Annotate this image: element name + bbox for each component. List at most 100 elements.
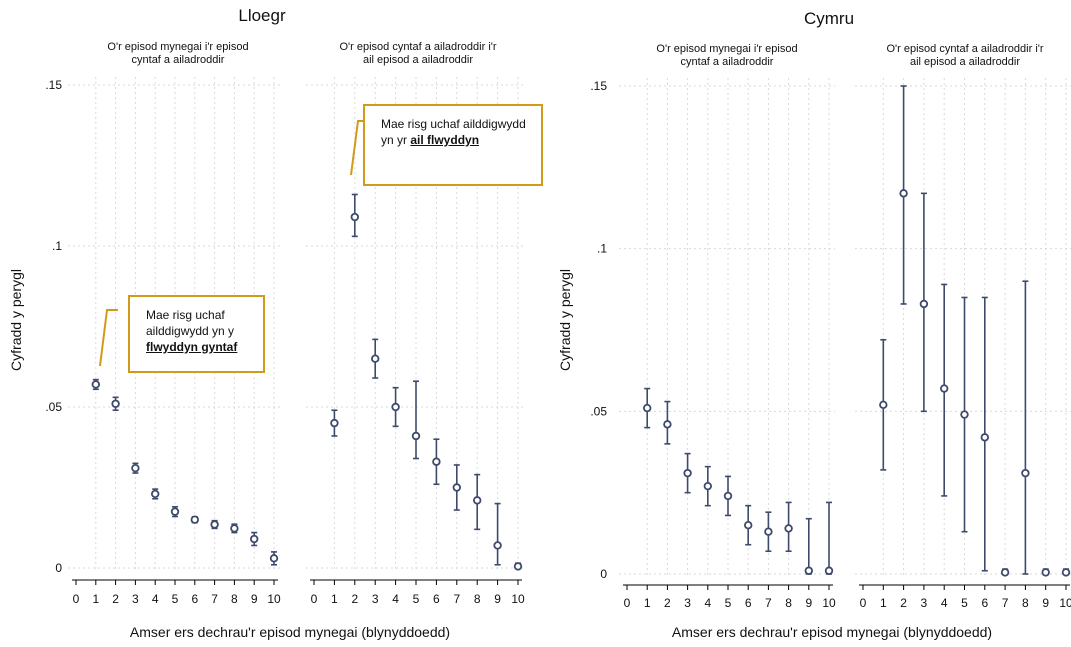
chart-2-y-axis-label: Cyfradd y perygl — [557, 269, 573, 371]
chart-1-panel-2-x-tick-label: 7 — [453, 592, 460, 606]
chart-1-panel-2-data-point — [452, 483, 461, 492]
chart-1-panel-2-x-tick-label: 9 — [494, 592, 501, 606]
chart-2-panel-2-x-tick-label: 9 — [1042, 596, 1049, 610]
chart-2-panel-2-x-tick-label: 6 — [981, 596, 988, 610]
chart-2-panel-2-x-tick-label: 7 — [1002, 596, 1009, 610]
chart-2-panel-2-data-point — [899, 189, 908, 198]
chart-2-panel-2-x-tick-label: 0 — [860, 596, 867, 610]
chart-1-panel-1-subtitle: cyntaf a ailadroddir — [132, 54, 225, 66]
chart-2-panel-1-x-tick-label: 2 — [664, 596, 671, 610]
chart-1-panel-2-x-tick-label: 3 — [372, 592, 379, 606]
chart-2-panel-2-subtitle: O'r episod cyntaf a ailadroddir i'r — [886, 43, 1043, 55]
chart-1-panel-2-x-tick-label: 6 — [433, 592, 440, 606]
chart-1-panel-1-data-point — [150, 489, 160, 499]
chart-1-y-tick-label: 0 — [55, 561, 62, 575]
chart-2-panel-1-data-point — [703, 481, 712, 491]
chart-2-title: Cymru — [804, 9, 854, 28]
chart-1-panel-1-x-tick-label: 9 — [251, 592, 258, 606]
chart-2-panel-2-data-point — [879, 400, 888, 410]
chart-1-panel-2-data-point — [513, 562, 523, 571]
chart-1-panel-1-x-tick-label: 3 — [132, 592, 139, 606]
annotation-lloegr-panel-2: Mae risg uchaf ailddigwydd yn yr ail flw… — [363, 104, 543, 186]
chart-2-panel-2-data-point — [960, 410, 969, 419]
chart-1-panel-1-x-tick-label: 4 — [152, 592, 159, 606]
chart-1-panel-2-subtitle: O'r episod cyntaf a ailadroddir i'r — [339, 41, 496, 53]
chart-2-panel-2-data-point — [940, 384, 949, 393]
chart-2-panel-1-x-tick-label: 8 — [785, 596, 792, 610]
chart-1-y-axis-label: Cyfradd y perygl — [8, 269, 24, 371]
chart-2-panel-2-x-tick-label: 2 — [900, 596, 907, 610]
chart-2-panel-1-x-tick-label: 1 — [644, 596, 651, 610]
chart-2-panel-1-data-point — [643, 403, 652, 413]
chart-2-panel-2-x-tick-label: 10 — [1059, 596, 1071, 610]
chart-1-panel-2-data-point — [330, 418, 339, 428]
chart-1-panel-2-data-point — [350, 212, 359, 222]
chart-1-panel-1-x-tick-label: 5 — [172, 592, 179, 606]
chart-1-y-tick-label: .1 — [52, 239, 62, 253]
chart-2-x-axis-label: Amser ers dechrau'r episod mynegai (blyn… — [672, 624, 992, 640]
chart-2-panel-2-data-point — [1021, 468, 1030, 478]
annotation-leader-line-1 — [99, 309, 118, 367]
chart-2-panel-1-data-point — [663, 420, 672, 429]
chart-1-panel-2-x-tick-label: 5 — [413, 592, 420, 606]
chart-2-panel-1-x-tick-label: 7 — [765, 596, 772, 610]
chart-2-panel-2-x-tick-label: 1 — [880, 596, 887, 610]
chart-1-panel-1-data-point — [170, 507, 180, 516]
chart-2-panel-1-x-tick-label: 10 — [822, 596, 836, 610]
chart-1-panel-2-x-tick-label: 4 — [392, 592, 399, 606]
chart-1-panel-2-data-point — [371, 354, 380, 363]
annotation-lloegr-panel-1: Mae risg uchaf ailddigwydd yn y flwyddyn… — [128, 295, 265, 373]
chart-1-panel-2-x-tick-label: 8 — [474, 592, 481, 606]
chart-1-y-tick-label: .15 — [45, 78, 62, 92]
chart-2-panel-2-subtitle: ail episod a ailadroddir — [910, 56, 1020, 68]
chart-1-panel-1-data-point — [230, 524, 239, 533]
chart-2-y-tick-label: .15 — [590, 79, 607, 93]
chart-2-panel-1-data-point — [764, 527, 773, 536]
chart-2-panel-1-data-point — [723, 491, 733, 501]
chart-1-panel-2-subtitle: ail episod a ailadroddir — [363, 54, 473, 66]
chart-2-panel-2-data-point — [919, 299, 929, 309]
chart-1-panel-2-data-point — [391, 402, 400, 412]
chart-1-panel-2-data-point — [432, 457, 441, 466]
chart-1-panel-2-data-point — [473, 496, 482, 505]
chart-1-panel-1-x-tick-label: 10 — [267, 592, 281, 606]
chart-2-panel-1-data-point — [784, 524, 793, 533]
chart-1-panel-1-data-point — [210, 520, 219, 529]
chart-1-panel-1-x-tick-label: 0 — [73, 592, 80, 606]
chart-2-panel-1-x-tick-label: 4 — [704, 596, 711, 610]
chart-1-panel-1-subtitle: O'r episod mynegai i'r episod — [107, 41, 248, 53]
chart-1-panel-2-x-tick-label: 1 — [331, 592, 338, 606]
chart-2-panel-1-x-tick-label: 9 — [805, 596, 812, 610]
chart-1-y-tick-label: .05 — [45, 400, 62, 414]
chart-1-panel-1-x-tick-label: 1 — [92, 592, 99, 606]
chart-2-panel-2-x-tick-label: 8 — [1022, 596, 1029, 610]
chart-1-panel-1-data-point — [190, 515, 199, 524]
chart-2-panel-1-x-tick-label: 3 — [684, 596, 691, 610]
chart-2-panel-1-x-tick-label: 0 — [624, 596, 631, 610]
chart-1-panel-1-data-point — [111, 399, 120, 408]
chart-2-panel-1-data-point — [683, 468, 692, 478]
chart-1-panel-2-data-point — [411, 431, 421, 441]
chart-2-panel-1-subtitle: cyntaf a ailadroddir — [681, 56, 774, 68]
chart-2-y-tick-label: 0 — [600, 567, 607, 581]
chart-2-panel-2-x-tick-label: 3 — [921, 596, 928, 610]
chart-2-panel-1-x-tick-label: 5 — [725, 596, 732, 610]
chart-2-y-tick-label: .05 — [590, 404, 607, 418]
chart-2-panel-1-subtitle: O'r episod mynegai i'r episod — [656, 43, 797, 55]
chart-1-panel-2-x-tick-label: 0 — [311, 592, 318, 606]
chart-1-title: Lloegr — [238, 6, 286, 25]
chart-1-x-axis-label: Amser ers dechrau'r episod mynegai (blyn… — [130, 624, 450, 640]
chart-2-panel-2-data-point — [980, 433, 989, 442]
chart-1-panel-2-x-tick-label: 2 — [351, 592, 358, 606]
chart-2-panel-1-data-point — [824, 566, 834, 575]
chart-2-panel-1-data-point — [744, 521, 753, 530]
chart-1-panel-1-data-point — [131, 463, 140, 473]
chart-1-panel-1-x-tick-label: 6 — [191, 592, 198, 606]
chart-1-panel-1-data-point — [269, 554, 279, 563]
chart-1-panel-1-data-point — [91, 380, 100, 389]
chart-2-panel-1-x-tick-label: 6 — [745, 596, 752, 610]
chart-1-panel-1-x-tick-label: 2 — [112, 592, 119, 606]
chart-2-panel-2-data-point — [1041, 568, 1050, 577]
chart-2-panel-2-x-tick-label: 4 — [941, 596, 948, 610]
